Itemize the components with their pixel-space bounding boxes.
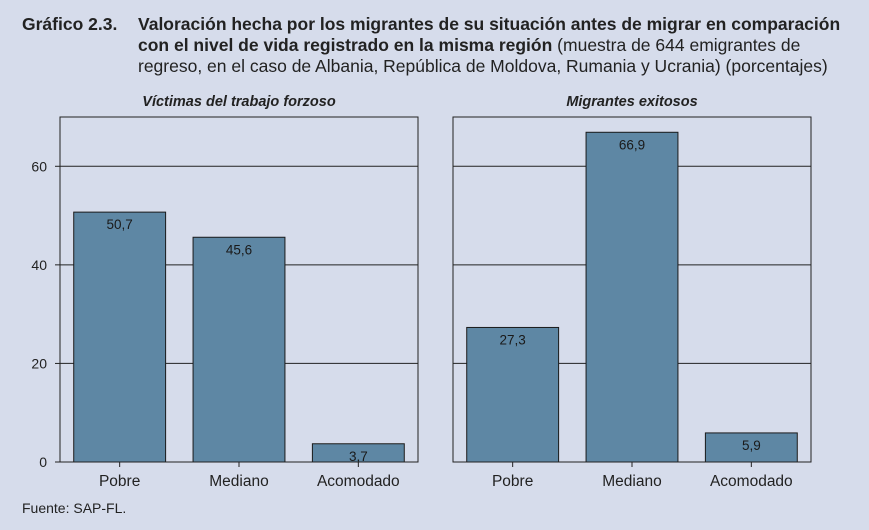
x-category-label: Mediano <box>602 473 661 490</box>
bar-migrantes-3 <box>704 432 798 463</box>
chart-title: Gráfico 2.3. Valoración hecha por los mi… <box>22 14 862 77</box>
data-label: 50,7 <box>107 217 133 232</box>
x-category-label: Acomodado <box>710 473 793 490</box>
figure-caption: Valoración hecha por los migrantes de su… <box>138 14 862 77</box>
y-tick-label: 20 <box>31 355 47 371</box>
chart-panel-victimas: 0 20 40 60 50,7 Pobre 45,6 Mediano 3,7 Acomodado <box>31 116 419 490</box>
bar-migrantes-1 <box>466 326 560 463</box>
data-label: 27,3 <box>500 332 526 347</box>
y-tick-label: 40 <box>31 257 47 273</box>
data-label: 66,9 <box>619 137 645 152</box>
y-tick-label: 0 <box>39 454 47 470</box>
x-category-label: Pobre <box>492 473 533 490</box>
bar-victimas-1 <box>73 211 167 463</box>
data-label: 3,7 <box>349 449 368 464</box>
x-category-label: Mediano <box>209 473 268 490</box>
caption-bold: Valoración hecha por los migrantes de su… <box>138 14 841 55</box>
bar-migrantes-2 <box>585 131 679 463</box>
caption-rest: (muestra de 644 emigrantes de regreso, e… <box>138 35 828 76</box>
data-label: 5,9 <box>742 438 761 453</box>
y-tick-label: 60 <box>31 158 47 174</box>
plot-frame <box>452 116 812 463</box>
panel-title-victimas: Víctimas del trabajo forzoso <box>142 94 336 110</box>
chart-panel-migrantes: 27,3 Pobre 66,9 Mediano 5,9 Acomodado <box>452 116 812 490</box>
source-note: Fuente: SAP-FL. <box>22 500 127 516</box>
plot-frame <box>59 116 419 463</box>
panel-title-migrantes: Migrantes exitosos <box>566 94 698 110</box>
figure-number: Gráfico 2.3. <box>22 14 118 34</box>
x-category-label: Acomodado <box>317 473 400 490</box>
x-category-label: Pobre <box>99 473 140 490</box>
data-label: 45,6 <box>226 242 252 257</box>
bar-victimas-2 <box>192 236 286 463</box>
